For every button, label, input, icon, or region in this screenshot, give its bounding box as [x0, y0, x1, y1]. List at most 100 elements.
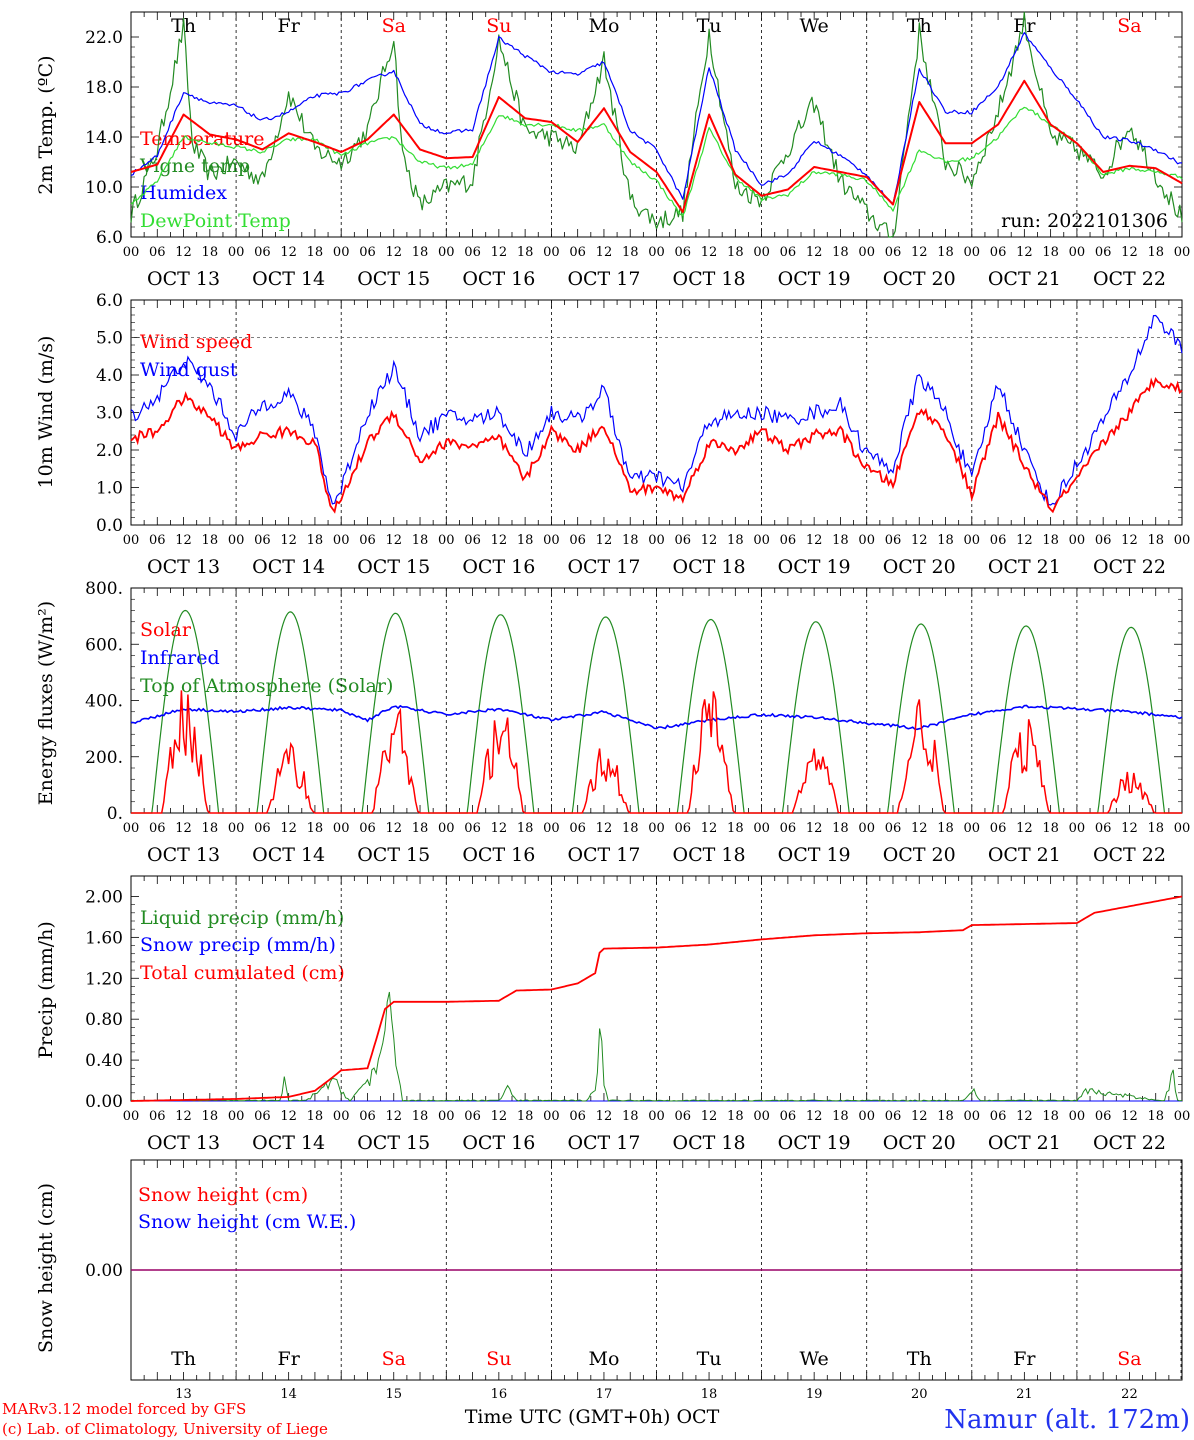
y-tick-label: 4.0	[96, 366, 123, 386]
hour-tick-label: 18	[202, 533, 219, 548]
hour-tick-label: 18	[412, 1109, 429, 1124]
hour-tick-label: 18	[517, 821, 534, 836]
series-line-0	[130, 79, 1183, 213]
date-label: OCT 18	[673, 844, 746, 866]
hour-tick-label: 06	[885, 821, 902, 836]
hour-tick-label: 12	[280, 1109, 297, 1124]
hour-tick-label: 12	[175, 245, 192, 260]
y-tick-label: 14.0	[85, 128, 123, 148]
date-label: OCT 14	[252, 268, 325, 290]
hour-tick-label: 00	[858, 245, 875, 260]
hour-tick-label: 00	[123, 533, 140, 548]
hour-tick-label: 06	[464, 245, 481, 260]
hour-tick-label: 18	[1042, 533, 1059, 548]
date-label: OCT 15	[357, 268, 430, 290]
legend-snow-precip: Snow precip (mm/h)	[140, 934, 336, 956]
date-label: OCT 18	[673, 556, 746, 578]
hour-tick-label: 18	[727, 533, 744, 548]
series-line-2	[131, 895, 1183, 1102]
day-name: Sa	[1117, 15, 1141, 37]
hour-tick-label: 06	[149, 533, 166, 548]
hour-tick-label: 18	[202, 245, 219, 260]
hour-tick-label: 12	[806, 1109, 823, 1124]
hour-tick-label: 18	[1042, 821, 1059, 836]
hour-tick-label: 00	[123, 1109, 140, 1124]
hour-tick-label: 12	[385, 245, 402, 260]
legend-snow-height: Snow height (cm)	[138, 1184, 308, 1206]
hour-tick-label: 18	[307, 821, 324, 836]
legend-snow-height-we: Snow height (cm W.E.)	[138, 1211, 356, 1233]
y-tick-label: 0.00	[85, 1261, 123, 1281]
hour-tick-label: 00	[438, 245, 455, 260]
hour-tick-label: 06	[569, 245, 586, 260]
date-label: OCT 16	[462, 556, 535, 578]
hour-tick-label: 06	[149, 1109, 166, 1124]
y-tick-label: 2.0	[96, 441, 123, 461]
day-name: Su	[486, 15, 511, 37]
legend-total-cumulated: Total cumulated (cm)	[140, 962, 345, 984]
hour-tick-label: 00	[858, 1109, 875, 1124]
hour-tick-label: 12	[596, 821, 613, 836]
hour-tick-label: 18	[622, 245, 639, 260]
hour-tick-label: 18	[727, 1109, 744, 1124]
date-label: OCT 13	[147, 1132, 220, 1154]
day-name: Fr	[278, 1348, 301, 1370]
legend-infrared: Infrared	[140, 647, 220, 669]
hour-tick-label: 18	[412, 533, 429, 548]
hour-tick-label: 18	[1042, 245, 1059, 260]
hour-tick-label: 06	[885, 1109, 902, 1124]
date-label: OCT 20	[883, 1132, 956, 1154]
date-label: OCT 14	[252, 1132, 325, 1154]
date-label: OCT 21	[988, 556, 1061, 578]
day-number: 19	[806, 1387, 823, 1402]
snow-panel: Snow height (cm) Snow height (cm) Snow h…	[35, 1159, 1183, 1402]
date-label: OCT 21	[988, 268, 1061, 290]
hour-tick-label: 12	[1121, 821, 1138, 836]
hour-tick-label: 18	[832, 245, 849, 260]
hour-tick-label: 18	[622, 533, 639, 548]
hour-tick-label: 06	[780, 533, 797, 548]
hour-tick-label: 06	[1095, 245, 1112, 260]
day-number: 22	[1121, 1387, 1138, 1402]
hour-tick-label: 06	[569, 821, 586, 836]
day-name: Fr	[1013, 1348, 1036, 1370]
hour-tick-label: 00	[964, 821, 981, 836]
hour-tick-label: 18	[937, 245, 954, 260]
hour-tick-label: 18	[307, 1109, 324, 1124]
legend-dewpoint-temp: DewPoint Temp	[140, 210, 291, 232]
hour-tick-label: 12	[596, 1109, 613, 1124]
hour-tick-label: 12	[491, 1109, 508, 1124]
hour-tick-label: 06	[464, 533, 481, 548]
y-tick-label: 6.0	[96, 228, 123, 248]
hour-tick-label: 12	[175, 1109, 192, 1124]
hour-tick-label: 00	[543, 245, 560, 260]
run-annotation: run: 2022101306	[1001, 210, 1168, 232]
hour-tick-label: 06	[149, 245, 166, 260]
date-label: OCT 20	[883, 556, 956, 578]
hour-tick-label: 06	[1095, 1109, 1112, 1124]
date-label: OCT 22	[1093, 268, 1166, 290]
hour-tick-label: 18	[937, 1109, 954, 1124]
hour-tick-label: 00	[228, 245, 245, 260]
day-number: 13	[175, 1387, 192, 1402]
hour-tick-label: 18	[1147, 245, 1164, 260]
hour-tick-label: 06	[675, 821, 692, 836]
hour-tick-label: 18	[622, 1109, 639, 1124]
date-label: OCT 16	[462, 268, 535, 290]
hour-tick-label: 00	[1174, 533, 1191, 548]
hour-tick-label: 18	[727, 245, 744, 260]
day-name: Tu	[697, 15, 722, 37]
hour-tick-label: 12	[701, 821, 718, 836]
hour-tick-label: 00	[438, 1109, 455, 1124]
date-label: OCT 22	[1093, 1132, 1166, 1154]
date-label: OCT 22	[1093, 556, 1166, 578]
hour-tick-label: 06	[359, 821, 376, 836]
series-line-0	[130, 991, 1183, 1102]
y-tick-label: 200.	[85, 748, 123, 768]
hour-tick-label: 06	[675, 1109, 692, 1124]
legend-humidex: Humidex	[140, 182, 227, 204]
hour-tick-label: 06	[359, 1109, 376, 1124]
day-name: Th	[171, 1348, 196, 1370]
hour-tick-label: 12	[175, 821, 192, 836]
plot-frame	[130, 299, 1183, 526]
